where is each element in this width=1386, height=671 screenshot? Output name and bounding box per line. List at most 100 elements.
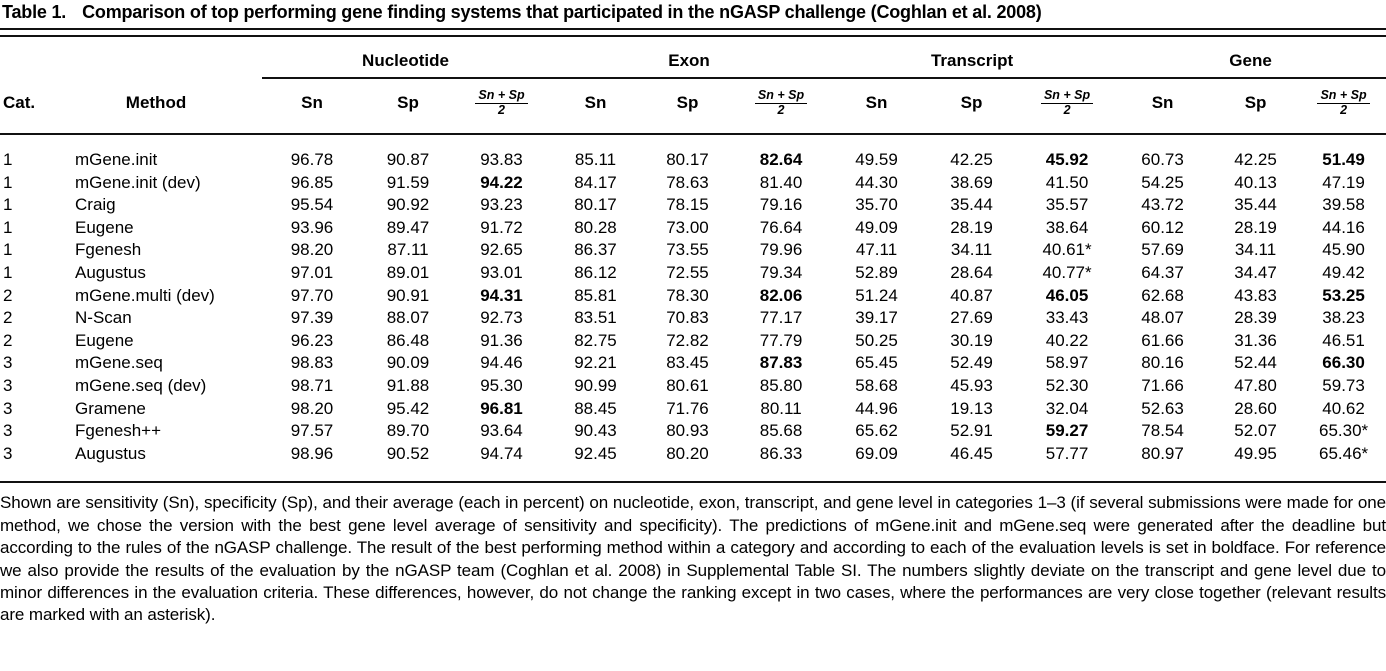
cell-value: 46.51: [1322, 330, 1365, 350]
cell-value: 87.11: [387, 240, 429, 260]
group-header-spacer: [0, 37, 262, 79]
cell-value: 95.54: [290, 195, 334, 215]
title-divider: [0, 28, 1386, 37]
cell-value: 77.17: [759, 308, 803, 328]
cell-value: 78.15: [666, 195, 709, 215]
cell-value: 97.70: [290, 285, 334, 305]
table-row: 1 Eugene 93.96 89.47 91.72 80.28 73.00 76.64 49.…: [0, 217, 1386, 240]
cell-value: 47.11: [855, 240, 898, 260]
cell-category: 1: [3, 172, 13, 192]
group-header-row: Nucleotide Exon Transcript Gene: [0, 37, 1386, 79]
cell-value: 46.05: [1045, 285, 1089, 305]
cell-value: 28.19: [1234, 217, 1277, 237]
column-header-cat: Cat.: [0, 79, 50, 135]
cell-value: 85.80: [759, 375, 803, 395]
column-header-sn: Sn: [1115, 79, 1211, 135]
cell-category: 2: [3, 285, 13, 305]
table-row: 3 mGene.seq (dev) 98.71 91.88 95.30 90.99 80.6…: [0, 375, 1386, 398]
cell-value: 40.13: [1234, 172, 1277, 192]
cell-value: 60.12: [1141, 217, 1184, 237]
cell-value: 71.76: [666, 398, 709, 418]
table-row: 1 Augustus 97.01 89.01 93.01 86.12 72.55 79.34 5…: [0, 262, 1386, 285]
cell-value: 48.07: [1141, 308, 1184, 328]
cell-value: 71.66: [1141, 375, 1184, 395]
table-header: Nucleotide Exon Transcript Gene Cat. Met…: [0, 37, 1386, 135]
cell-value: 92.65: [480, 240, 523, 260]
cell-value: 35.44: [1234, 195, 1277, 215]
cell-value: 80.93: [666, 421, 709, 441]
table-row: 3 mGene.seq 98.83 90.09 94.46 92.21 83.45 87.83…: [0, 352, 1386, 375]
cell-value: 72.82: [666, 330, 709, 350]
cell-value: 90.91: [386, 285, 430, 305]
column-header-avg: Sn + Sp 2: [1301, 79, 1386, 135]
cell-value: 78.63: [666, 172, 709, 192]
column-header-avg: Sn + Sp 2: [454, 79, 549, 135]
cell-method: Eugene: [75, 330, 134, 350]
cell-value: 31.36: [1234, 330, 1277, 350]
cell-value: 35.70: [855, 195, 898, 215]
cell-method: Augustus: [50, 442, 262, 484]
column-header-avg: Sn + Sp 2: [1019, 79, 1116, 135]
column-header-sn: Sn: [262, 79, 362, 135]
cell-value: 73.55: [666, 240, 709, 260]
cell-value: 77.79: [759, 330, 803, 350]
cell-value: 43.83: [1234, 285, 1277, 305]
cell-value: 93.64: [480, 421, 523, 441]
cell-category: 3: [3, 353, 13, 373]
cell-category: 3: [3, 398, 13, 418]
cell-value: 52.89: [855, 262, 898, 282]
cell-value: 19.13: [950, 398, 993, 418]
cell-value: 78.30: [666, 285, 709, 305]
cell-value: 85.11: [574, 150, 617, 169]
cell-value: 28.64: [950, 262, 993, 282]
table-row: 3 Gramene 98.20 95.42 96.81 88.45 71.76 80.11 44…: [0, 398, 1386, 421]
cell-value: 57.69: [1141, 240, 1184, 260]
cell-value: 42.25: [1234, 150, 1277, 169]
cell-value: 80.17: [666, 150, 709, 169]
cell-value: 50.25: [855, 330, 898, 350]
cell-value: 98.83: [290, 353, 334, 373]
cell-value: 93.23: [480, 195, 523, 215]
cell-value: 30.19: [950, 330, 993, 350]
cell-value: 81.40: [759, 172, 803, 192]
column-header-row: Cat. Method Sn Sp Sn + Sp 2 Sn Sp Sn + Sp…: [0, 79, 1386, 135]
cell-value: 52.49: [950, 353, 993, 373]
cell-method: Craig: [75, 195, 116, 215]
cell-value: 92.45: [549, 442, 642, 484]
table-row: 3 Augustus 98.96 90.52 94.74 92.45 80.20 86.33 6…: [0, 442, 1386, 484]
cell-value: 93.83: [480, 150, 523, 169]
cell-value: 82.75: [574, 330, 617, 350]
cell-value: 52.07: [1234, 421, 1277, 441]
cell-value: 94.22: [480, 172, 523, 192]
group-label: Transcript: [829, 51, 1116, 79]
cell-value: 82.06: [759, 285, 803, 305]
cell-value: 51.24: [855, 285, 898, 305]
cell-value: 80.97: [1115, 442, 1211, 484]
cell-category: 2: [3, 308, 13, 328]
sn-sp-average-formula: Sn + Sp 2: [754, 88, 808, 117]
cell-value: 90.99: [574, 375, 617, 395]
cell-category: 1: [3, 195, 13, 215]
cell-value: 91.72: [480, 217, 523, 237]
cell-method: Fgenesh++: [75, 421, 162, 441]
cell-value: 27.69: [950, 308, 993, 328]
cell-value: 84.17: [574, 172, 617, 192]
cell-category: 1: [3, 150, 13, 169]
cell-value: 95.30: [480, 375, 523, 395]
cell-value: 93.01: [480, 262, 523, 282]
cell-value: 70.83: [666, 308, 709, 328]
cell-value: 47.19: [1322, 172, 1365, 192]
column-header-method: Method: [50, 79, 262, 135]
cell-value: 58.68: [855, 375, 898, 395]
column-header-sp: Sp: [924, 79, 1020, 135]
cell-value: 83.51: [574, 308, 617, 328]
cell-value: 40.87: [950, 285, 993, 305]
cell-value: 96.78: [290, 150, 334, 169]
cell-value: 79.34: [759, 262, 803, 282]
cell-value: 76.64: [759, 217, 803, 237]
cell-value: 90.52: [362, 442, 454, 484]
cell-value: 96.81: [480, 398, 523, 418]
table-body: 1 mGene.init 96.78 90.87 93.83 85.11 80.17 82.6…: [0, 134, 1386, 484]
cell-value: 57.77: [1019, 442, 1116, 484]
cell-value: 43.72: [1141, 195, 1184, 215]
